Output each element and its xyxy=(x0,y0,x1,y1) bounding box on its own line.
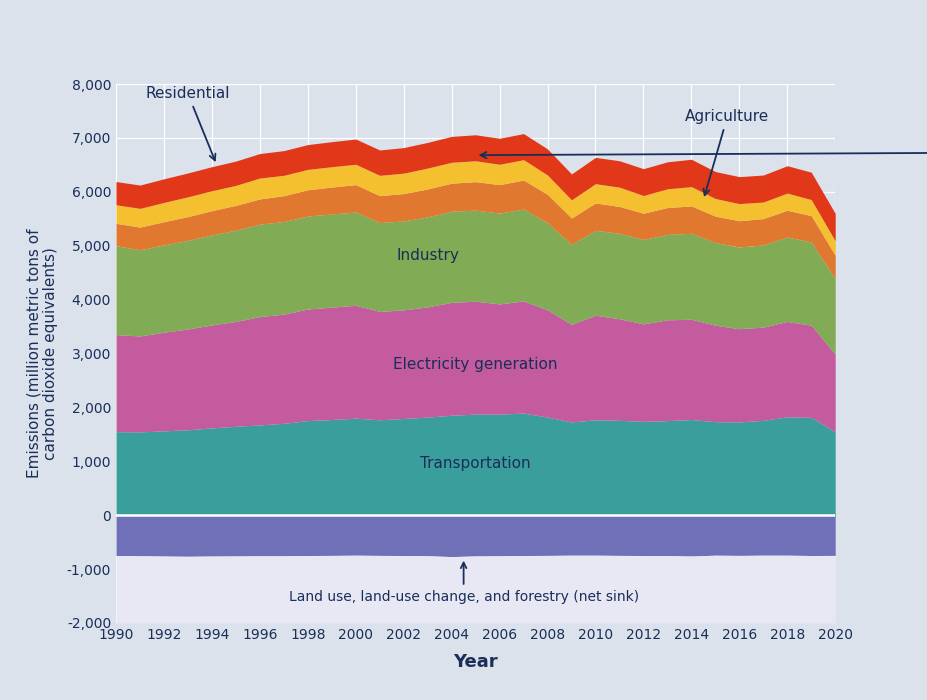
Text: Agriculture: Agriculture xyxy=(684,109,768,195)
Text: Land use, land-use change, and forestry (net sink): Land use, land-use change, and forestry … xyxy=(288,563,638,603)
Text: Residential: Residential xyxy=(146,86,230,160)
Text: Industry: Industry xyxy=(396,248,459,263)
Text: Commercial: Commercial xyxy=(480,90,927,158)
Y-axis label: Emissions (million metric tons of
carbon dioxide equivalents): Emissions (million metric tons of carbon… xyxy=(26,229,58,478)
Text: Electricity generation: Electricity generation xyxy=(393,357,557,372)
Text: Transportation: Transportation xyxy=(420,456,530,472)
X-axis label: Year: Year xyxy=(452,653,498,671)
